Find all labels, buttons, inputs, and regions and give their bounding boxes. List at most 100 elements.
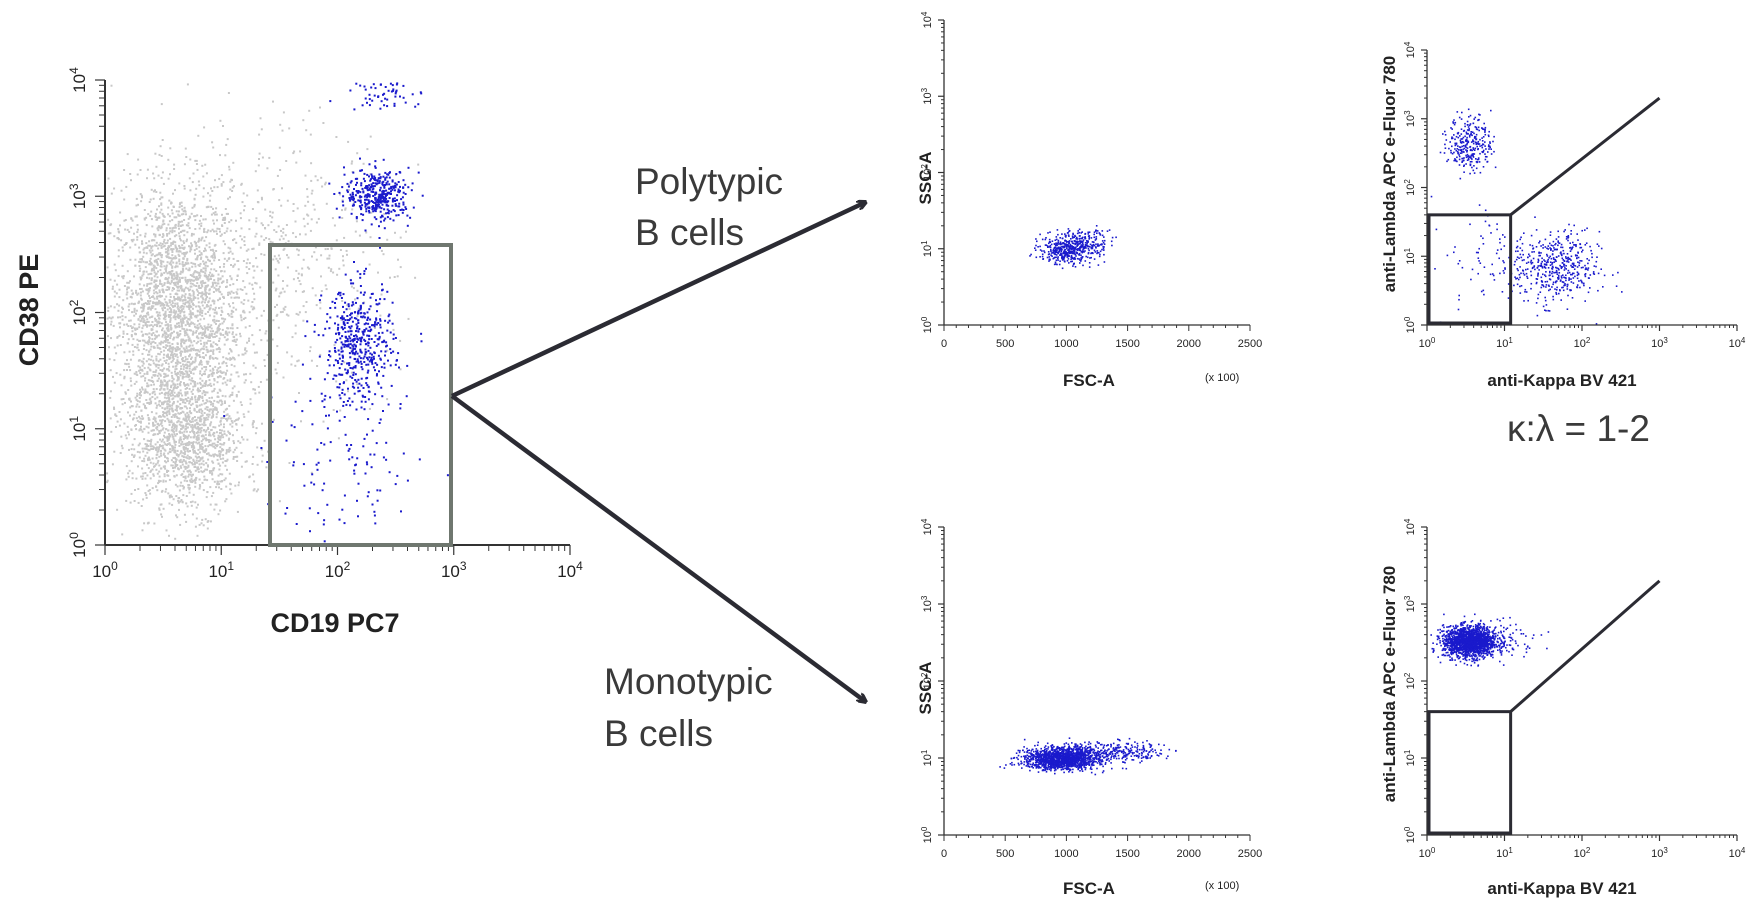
event-dot: [109, 390, 112, 393]
event-dot: [151, 315, 154, 318]
event-dot: [243, 311, 246, 314]
event-dot: [129, 377, 132, 380]
event-dot: [206, 468, 208, 471]
event-dot: [222, 436, 225, 439]
event-dot: [202, 195, 205, 198]
event-dot: [343, 173, 346, 176]
event-dot: [227, 246, 230, 249]
event-dot: [294, 235, 297, 238]
event-dot: [190, 504, 193, 507]
event-dot: [166, 329, 169, 332]
event-dot: [212, 283, 214, 286]
event-dot: [372, 177, 375, 180]
event-dot: [168, 311, 171, 313]
event-dot: [157, 448, 160, 450]
event-dot: [205, 334, 208, 337]
event-dot: [397, 190, 400, 193]
event-dot: [190, 446, 193, 449]
event-dot: [183, 219, 186, 221]
event-dot: [142, 362, 145, 365]
event-dot: [132, 338, 135, 341]
event-dot: [259, 381, 262, 383]
event-dot: [343, 166, 345, 169]
event-dot: [176, 247, 179, 250]
event-dot: [209, 345, 212, 348]
event-dot: [124, 316, 127, 319]
event-dot: [232, 457, 235, 460]
event-dot: [386, 180, 389, 183]
event-dot: [181, 277, 184, 279]
event-dot: [355, 301, 357, 304]
event-dot: [256, 446, 259, 449]
event-dot: [202, 524, 205, 527]
event-dot: [212, 415, 214, 418]
event-dot: [309, 350, 311, 353]
event-dot: [373, 178, 376, 181]
event-dot: [378, 337, 381, 340]
event-dot: [266, 353, 269, 356]
event-dot: [162, 341, 165, 344]
event-dot: [370, 357, 373, 360]
event-dot: [179, 461, 182, 463]
event-dot: [220, 403, 223, 406]
event-dot: [326, 313, 329, 316]
event-dot: [136, 224, 139, 227]
event-dot: [161, 307, 164, 310]
event-dot: [171, 302, 174, 305]
event-dot: [215, 322, 217, 325]
event-dot: [191, 420, 194, 423]
event-dot: [145, 407, 148, 410]
event-dot: [196, 290, 199, 293]
event-dot: [241, 238, 243, 241]
event-dot: [182, 321, 185, 324]
event-dot: [184, 442, 187, 445]
event-dot: [309, 346, 312, 349]
event-dot: [382, 184, 385, 187]
event-dot: [346, 369, 349, 372]
event-dot: [176, 348, 179, 351]
event-dot: [143, 372, 146, 375]
event-dot: [358, 337, 361, 340]
event-dot: [176, 409, 178, 412]
event-dot: [144, 321, 147, 324]
event-dot: [378, 194, 381, 197]
event-dot: [381, 193, 384, 196]
event-dot: [368, 194, 371, 196]
event-dot: [211, 472, 214, 475]
event-dot: [161, 428, 164, 431]
event-dot: [303, 290, 305, 293]
event-dot: [382, 191, 385, 194]
event-dot: [369, 352, 372, 355]
event-dot: [379, 186, 382, 189]
event-dot: [352, 287, 355, 290]
event-dot: [381, 196, 383, 199]
event-dot: [331, 217, 334, 220]
event-dot: [375, 318, 378, 321]
event-dot: [216, 400, 219, 403]
event-dot: [117, 255, 120, 258]
event-dot: [204, 292, 207, 295]
event-dot: [184, 415, 187, 418]
event-dot: [382, 196, 385, 198]
event-dot: [143, 247, 146, 250]
event-dot: [210, 401, 212, 403]
event-dot: [243, 381, 246, 384]
event-dot: [359, 191, 362, 194]
event-dot: [186, 231, 189, 234]
event-dot: [176, 485, 179, 488]
event-dot: [168, 288, 170, 291]
event-dot: [147, 343, 150, 346]
event-dot: [201, 334, 204, 337]
event-dot: [129, 358, 132, 361]
event-dot: [172, 457, 175, 459]
event-dot: [179, 354, 182, 357]
event-dot: [185, 495, 188, 497]
event-dot: [141, 360, 144, 363]
event-dot: [137, 444, 140, 447]
event-dot: [171, 398, 174, 401]
event-dot: [218, 455, 221, 458]
event-dot: [367, 341, 370, 344]
event-dot: [180, 340, 183, 343]
event-dot: [222, 454, 225, 457]
event-dot: [349, 367, 352, 369]
